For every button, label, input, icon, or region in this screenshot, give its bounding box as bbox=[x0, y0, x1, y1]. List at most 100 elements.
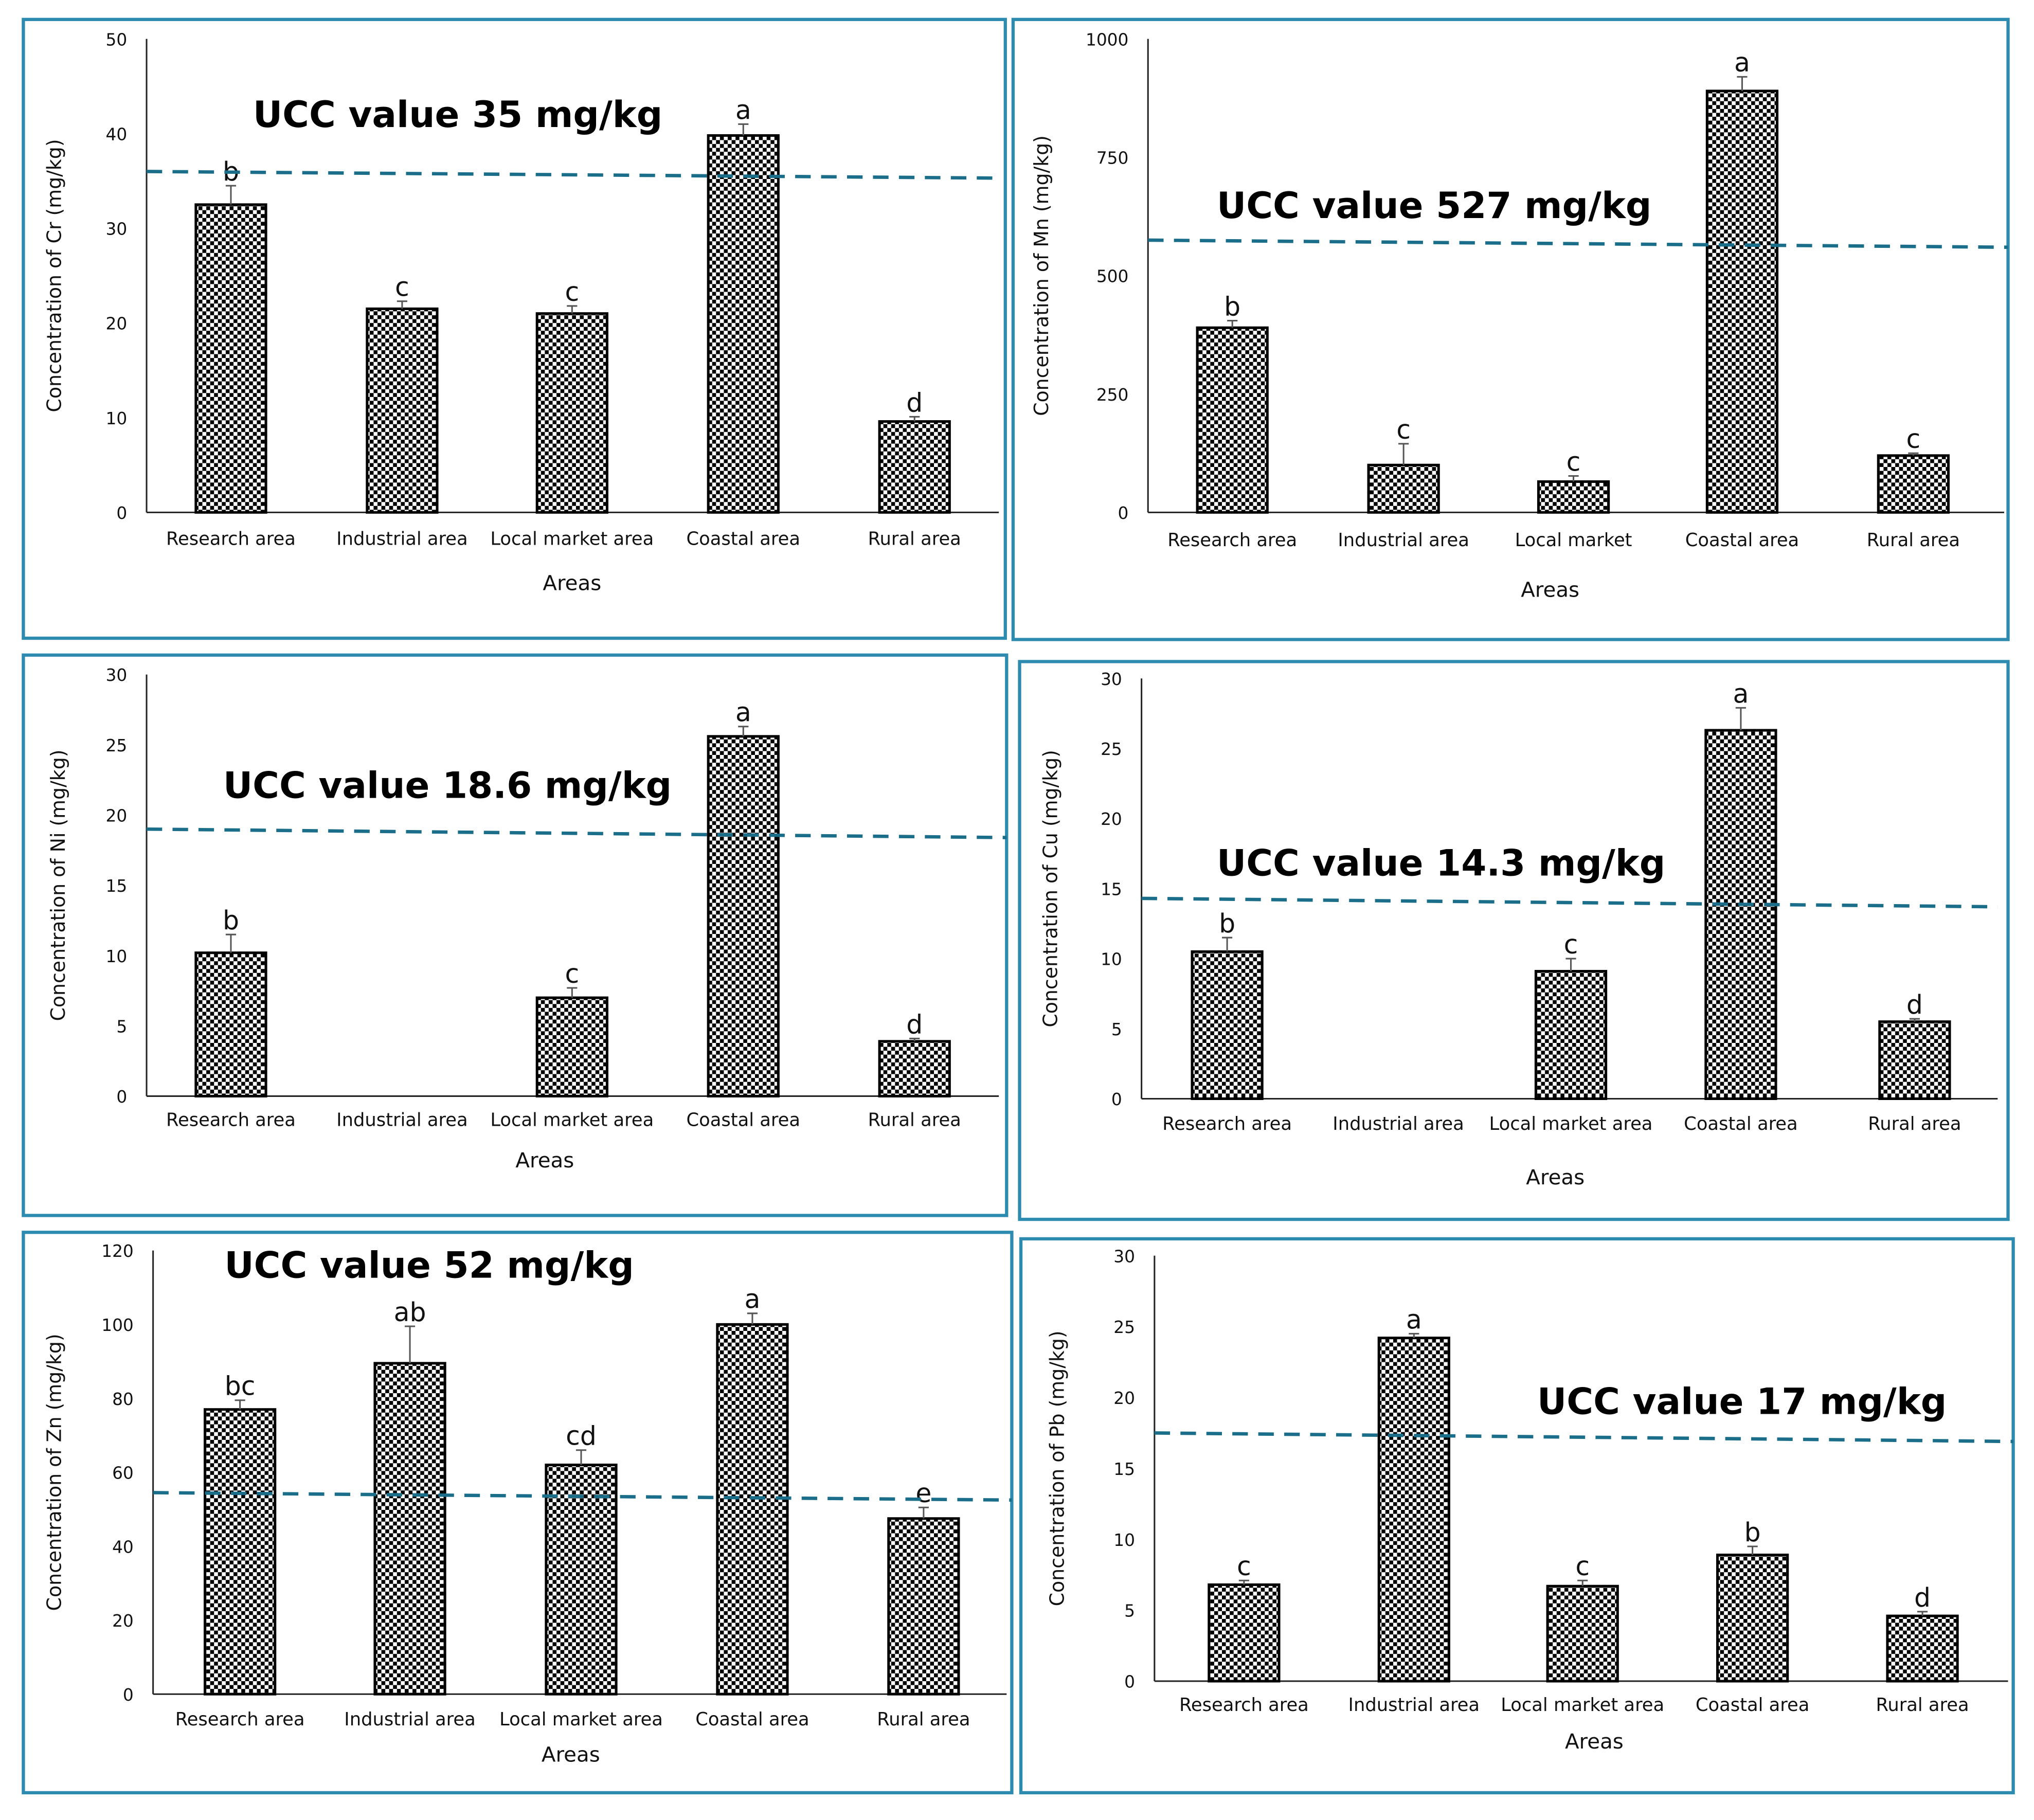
bar-pb-4 bbox=[1886, 1614, 1959, 1683]
y-tick-label: 20 bbox=[1101, 809, 1122, 829]
x-tick-label: Local market area bbox=[1489, 1113, 1653, 1134]
x-tick-label: Research area bbox=[175, 1709, 305, 1730]
x-axis-title: Areas bbox=[1565, 1729, 1624, 1754]
ucc-value-label: UCC value 527 mg/kg bbox=[1217, 184, 1652, 227]
significance-letter: c bbox=[565, 959, 579, 989]
bar-mn-1 bbox=[1367, 463, 1440, 514]
x-tick-label: Local market area bbox=[490, 528, 654, 549]
bar-zn-1 bbox=[373, 1362, 446, 1696]
significance-letter: c bbox=[1396, 415, 1411, 445]
ucc-value-label: UCC value 17 mg/kg bbox=[1537, 1380, 1947, 1422]
x-tick-label: Rural area bbox=[1876, 1695, 1969, 1716]
significance-letter: d bbox=[1914, 1582, 1931, 1613]
y-tick-label: 500 bbox=[1096, 267, 1129, 286]
y-tick-label: 0 bbox=[123, 1685, 134, 1705]
panel-border bbox=[1019, 1237, 2015, 1795]
y-axis-title: Concentration of Mn (mg/kg) bbox=[1030, 135, 1053, 416]
x-tick-label: Rural area bbox=[1868, 1113, 1961, 1134]
y-tick-label: 0 bbox=[1118, 503, 1129, 523]
y-axis-title: Concentration of Pb (mg/kg) bbox=[1046, 1330, 1068, 1606]
significance-letter: c bbox=[565, 277, 579, 307]
x-tick-label: Coastal area bbox=[1684, 1113, 1797, 1134]
chart-panel-pb: 0 5 10 15 20 25 30 c Research area a Industrial ar… bbox=[1019, 1237, 2015, 1795]
y-tick-label: 100 bbox=[101, 1316, 134, 1335]
x-tick-label: Coastal area bbox=[1696, 1695, 1809, 1716]
x-tick-label: Research area bbox=[166, 1109, 296, 1130]
bar-zn-2 bbox=[545, 1464, 618, 1696]
y-tick-label: 10 bbox=[1101, 950, 1122, 969]
significance-letter: c bbox=[395, 272, 409, 302]
y-axis-title: Concentration of Ni (mg/kg) bbox=[47, 750, 69, 1021]
y-tick-label: 0 bbox=[1111, 1090, 1122, 1109]
y-tick-label: 1000 bbox=[1086, 30, 1128, 49]
x-axis-title: Areas bbox=[543, 571, 601, 596]
significance-letter: b bbox=[1224, 291, 1240, 321]
y-tick-label: 25 bbox=[1101, 740, 1122, 759]
significance-letter: a bbox=[735, 95, 751, 125]
ucc-value-label: UCC value 52 mg/kg bbox=[224, 1244, 634, 1287]
x-axis-title: Areas bbox=[1521, 578, 1579, 602]
significance-letter: a bbox=[1734, 47, 1750, 78]
bar-ni-3 bbox=[707, 735, 780, 1097]
significance-letter: b bbox=[1744, 1517, 1761, 1547]
ucc-value-label: UCC value 14.3 mg/kg bbox=[1217, 842, 1665, 885]
bar-pb-3 bbox=[1716, 1554, 1789, 1683]
x-axis-title: Areas bbox=[542, 1742, 600, 1767]
significance-letter: bc bbox=[225, 1371, 256, 1401]
x-tick-label: Coastal area bbox=[687, 1109, 800, 1130]
x-tick-label: Local market area bbox=[490, 1109, 654, 1130]
chart-panel-mn: 0 250 500 750 1000 b Research area c Industrial … bbox=[1011, 17, 2010, 641]
y-tick-label: 15 bbox=[1101, 879, 1122, 899]
bar-cu-3 bbox=[1704, 729, 1777, 1100]
bar-mn-3 bbox=[1705, 89, 1779, 514]
y-tick-label: 20 bbox=[105, 314, 127, 334]
y-tick-label: 40 bbox=[112, 1537, 134, 1557]
significance-letter: ab bbox=[394, 1297, 426, 1327]
x-tick-label: Rural area bbox=[877, 1709, 970, 1730]
bar-ni-2 bbox=[535, 996, 608, 1097]
y-tick-label: 30 bbox=[105, 220, 127, 239]
bar-pb-2 bbox=[1546, 1584, 1619, 1683]
bar-pb-0 bbox=[1208, 1583, 1281, 1683]
y-tick-label: 0 bbox=[116, 1087, 127, 1107]
y-tick-label: 750 bbox=[1096, 148, 1129, 168]
x-tick-label: Coastal area bbox=[695, 1709, 809, 1730]
y-tick-label: 30 bbox=[105, 665, 127, 685]
panel-border bbox=[1011, 17, 2010, 641]
ucc-threshold-line bbox=[153, 1491, 1012, 1502]
chart-panel-ni: 0 5 10 15 20 25 30 b Research area Industrial are… bbox=[22, 653, 1009, 1217]
ucc-threshold-line bbox=[146, 170, 999, 180]
significance-letter: d bbox=[906, 387, 923, 418]
panel-border bbox=[1018, 660, 2010, 1221]
ucc-threshold-line bbox=[1154, 1431, 2013, 1444]
bar-ni-4 bbox=[878, 1040, 951, 1097]
y-tick-label: 20 bbox=[1113, 1389, 1135, 1408]
ucc-threshold-line bbox=[146, 827, 1007, 839]
bar-cr-3 bbox=[707, 134, 780, 514]
significance-letter: d bbox=[906, 1009, 923, 1039]
bar-mn-0 bbox=[1196, 326, 1269, 514]
y-axis-title: Concentration of Zn (mg/kg) bbox=[43, 1334, 66, 1611]
panel-border bbox=[22, 653, 1009, 1217]
bar-cu-0 bbox=[1191, 950, 1264, 1100]
y-tick-label: 0 bbox=[116, 503, 127, 523]
bar-cr-4 bbox=[878, 420, 951, 514]
x-tick-label: Research area bbox=[1167, 530, 1297, 551]
significance-letter: c bbox=[1564, 929, 1578, 960]
bar-cu-4 bbox=[1878, 1020, 1951, 1100]
bar-zn-4 bbox=[887, 1517, 960, 1696]
y-axis-title: Concentration of Cr (mg/kg) bbox=[43, 139, 66, 412]
ucc-threshold-line bbox=[1141, 896, 1998, 909]
x-tick-label: Industrial area bbox=[1338, 530, 1469, 551]
y-axis-title: Concentration of Cu (mg/kg) bbox=[1039, 750, 1062, 1028]
y-tick-label: 120 bbox=[101, 1241, 134, 1261]
x-axis-title: Areas bbox=[515, 1148, 574, 1173]
x-tick-label: Industrial area bbox=[336, 1109, 467, 1130]
significance-letter: e bbox=[915, 1478, 931, 1508]
x-tick-label: Industrial area bbox=[344, 1709, 475, 1730]
panel-border bbox=[22, 17, 1007, 640]
significance-letter: a bbox=[1406, 1304, 1422, 1335]
y-tick-label: 80 bbox=[112, 1390, 134, 1409]
significance-letter: b bbox=[1219, 908, 1235, 939]
